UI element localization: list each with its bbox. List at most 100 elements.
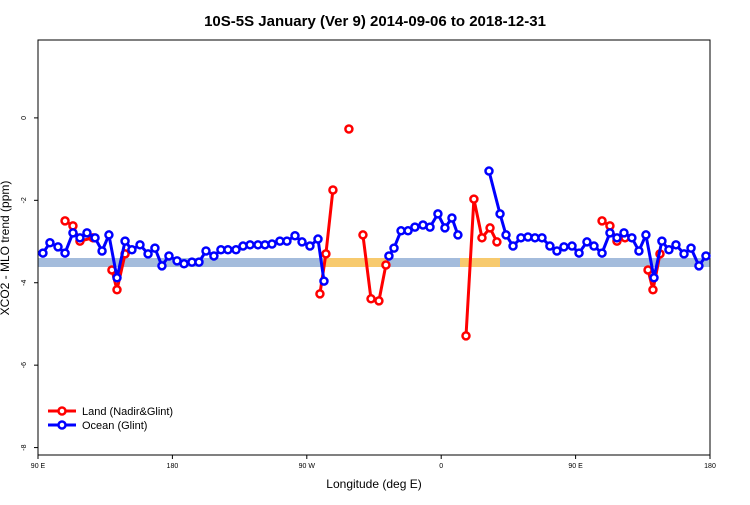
data-point: [641, 230, 651, 240]
data-point: [38, 248, 48, 258]
data-point: [649, 273, 659, 283]
data-point: [447, 213, 457, 223]
data-point: [223, 245, 233, 255]
data-point: [104, 230, 114, 240]
data-point: [485, 223, 495, 233]
data-point: [305, 241, 315, 251]
data-point: [559, 242, 569, 252]
x-tick-label: 90 E: [568, 463, 583, 470]
data-point: [384, 251, 394, 261]
x-tick-label: 90 E: [31, 463, 46, 470]
data-point: [453, 230, 463, 240]
data-point: [313, 234, 323, 244]
data-point: [75, 233, 85, 243]
data-point: [410, 222, 420, 232]
data-point: [664, 245, 674, 255]
data-point: [328, 185, 338, 195]
legend-label: Ocean (Glint): [82, 420, 147, 432]
data-point: [194, 257, 204, 267]
data-point: [469, 194, 479, 204]
legend-marker: [57, 406, 67, 416]
data-point: [112, 273, 122, 283]
data-point: [589, 241, 599, 251]
data-point: [245, 240, 255, 250]
data-point: [319, 276, 329, 286]
y-axis-label: XCO2 - MLO trend (ppm): [0, 181, 12, 316]
data-point: [179, 259, 189, 269]
data-point: [82, 228, 92, 238]
data-point: [164, 251, 174, 261]
data-point: [619, 228, 629, 238]
data-point: [209, 251, 219, 261]
data-point: [358, 230, 368, 240]
data-point: [157, 261, 167, 271]
data-point: [597, 248, 607, 258]
x-axis-label: Longitude (deg E): [326, 477, 421, 491]
data-point: [403, 226, 413, 236]
data-point: [657, 236, 667, 246]
data-point: [484, 166, 494, 176]
x-tick-label: 90 W: [299, 463, 316, 470]
data-point: [634, 246, 644, 256]
y-tick-label: -2: [21, 197, 28, 203]
data-point: [643, 265, 653, 275]
data-point: [282, 236, 292, 246]
data-point: [433, 209, 443, 219]
data-point: [686, 243, 696, 253]
data-point: [290, 231, 300, 241]
data-point: [508, 241, 518, 251]
data-point: [344, 124, 354, 134]
chart-title: 10S-5S January (Ver 9) 2014-09-06 to 201…: [204, 13, 546, 30]
data-point: [297, 237, 307, 247]
legend-marker: [57, 420, 67, 430]
data-point: [567, 241, 577, 251]
data-point: [135, 240, 145, 250]
data-point: [321, 249, 331, 259]
data-point: [605, 228, 615, 238]
data-point: [477, 233, 487, 243]
legend-label: Land (Nadir&Glint): [82, 406, 173, 418]
y-tick-label: -6: [21, 362, 28, 368]
data-point: [150, 243, 160, 253]
data-point: [537, 233, 547, 243]
data-point: [440, 223, 450, 233]
data-point: [574, 248, 584, 258]
data-point: [694, 261, 704, 271]
data-point: [143, 249, 153, 259]
y-tick-label: 0: [21, 116, 28, 120]
data-point: [120, 236, 130, 246]
data-point: [648, 284, 658, 295]
data-point: [53, 242, 63, 252]
data-point: [545, 241, 555, 251]
data-point: [701, 251, 711, 261]
surface-band: [38, 258, 710, 267]
data-point: [374, 296, 384, 306]
x-tick-label: 180: [167, 463, 179, 470]
data-point: [492, 237, 502, 247]
data-point: [60, 248, 70, 258]
data-point: [97, 246, 107, 256]
data-point: [112, 284, 122, 295]
data-point: [679, 249, 689, 259]
data-point: [90, 233, 100, 243]
data-point: [201, 246, 211, 256]
x-tick-label: 0: [439, 463, 443, 470]
data-point: [671, 240, 681, 250]
data-point: [627, 233, 637, 243]
data-point: [389, 243, 399, 253]
data-point: [45, 238, 55, 248]
data-point: [552, 246, 562, 256]
y-tick-label: -4: [21, 280, 28, 286]
data-point: [495, 209, 505, 219]
data-point: [231, 245, 241, 255]
data-point: [381, 260, 391, 270]
data-point: [68, 228, 78, 238]
data-point: [267, 239, 277, 249]
data-point: [366, 294, 376, 304]
data-point: [597, 216, 607, 226]
y-tick-label: -8: [21, 444, 28, 450]
plot-frame: [37, 39, 711, 456]
data-point: [315, 289, 325, 299]
data-point: [461, 331, 471, 341]
